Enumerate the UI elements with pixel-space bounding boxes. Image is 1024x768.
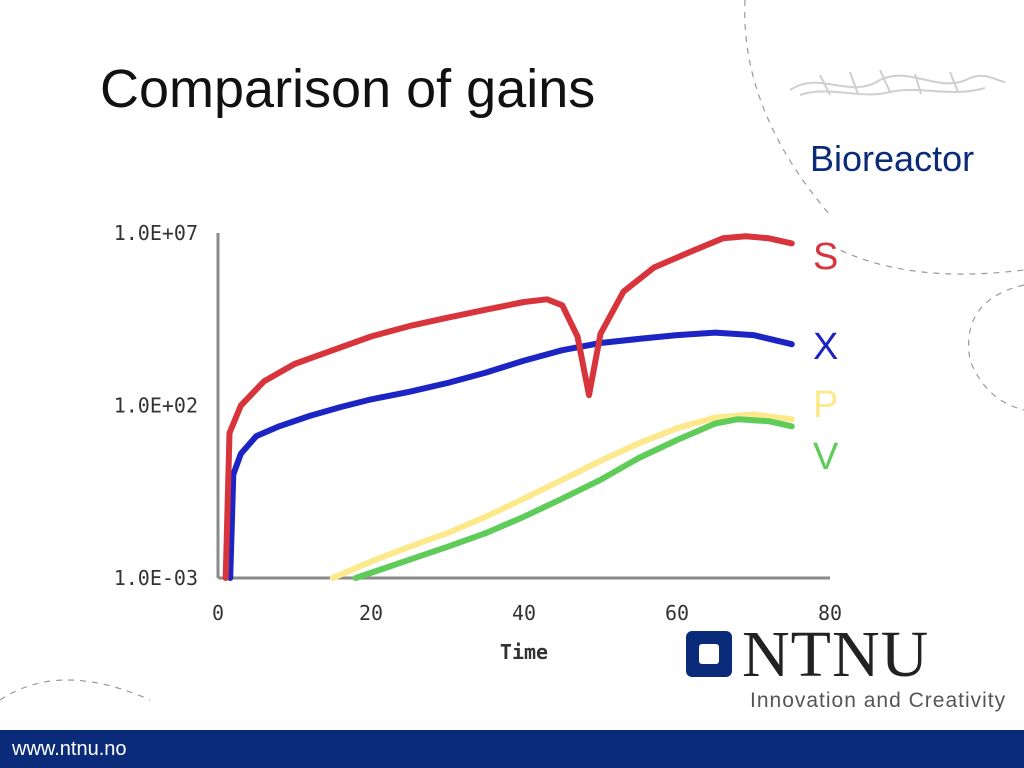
- slide-title: Comparison of gains: [100, 59, 596, 119]
- x-axis-label: Time: [500, 640, 548, 664]
- ntnu-logo-text: NTNU: [742, 618, 930, 691]
- y-tick-label: 1.0E+07: [114, 221, 198, 245]
- series-line-x: [227, 329, 795, 581]
- legend-label-p: P: [813, 384, 839, 426]
- x-tick-label: 40: [512, 601, 536, 625]
- x-tick-label: 20: [359, 601, 383, 625]
- series-line-v: [352, 416, 795, 581]
- legend-label-s: S: [813, 236, 839, 278]
- ntnu-tagline: Innovation and Creativity: [750, 689, 1007, 712]
- chart-subtitle: Bioreactor: [810, 138, 975, 179]
- footer-bar: www.ntnu.no: [0, 730, 1024, 768]
- x-tick-label: 0: [212, 601, 224, 625]
- legend-label-x: X: [813, 326, 839, 368]
- x-tick-label: 60: [665, 601, 689, 625]
- ntnu-logo-icon: [686, 631, 732, 677]
- y-tick-label: 1.0E+02: [114, 394, 198, 418]
- legend-label-v: V: [813, 436, 839, 478]
- y-tick-label: 1.0E-03: [114, 566, 198, 590]
- x-tick-label: 80: [818, 601, 842, 625]
- series-line-s: [222, 233, 795, 581]
- series-line-p: [329, 411, 795, 581]
- footer-url: www.ntnu.no: [12, 738, 127, 760]
